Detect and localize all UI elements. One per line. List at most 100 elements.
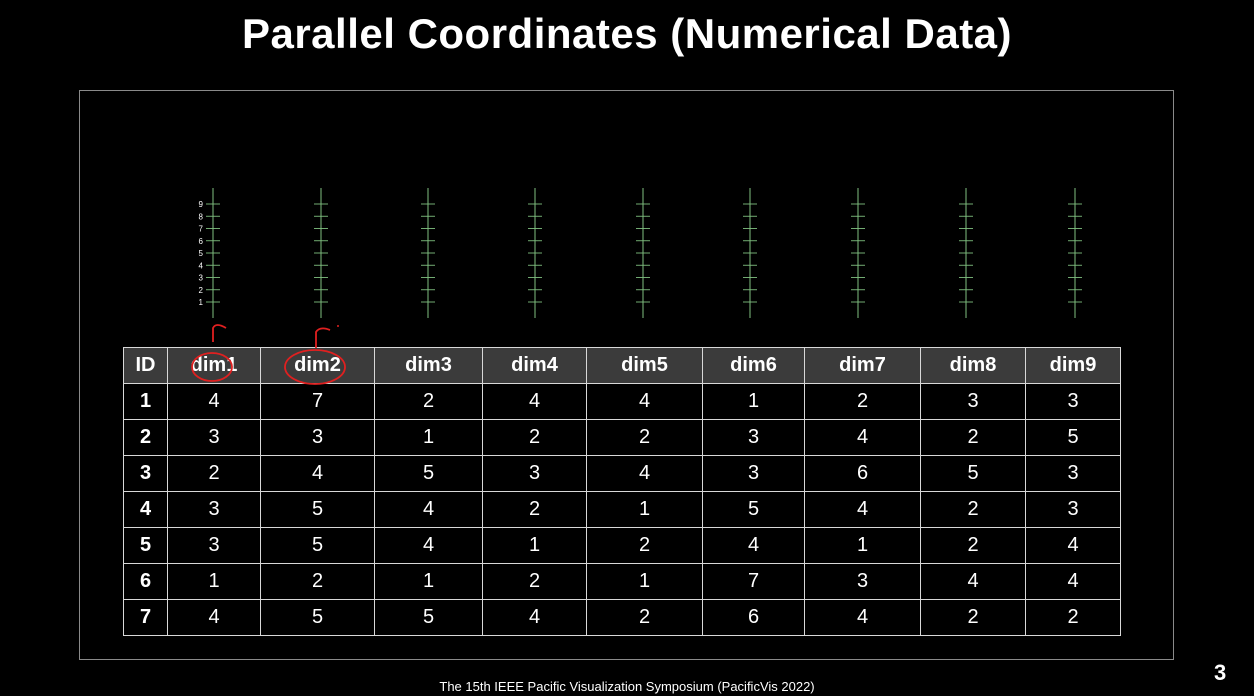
table-cell: 3 [1025, 455, 1121, 492]
row-id-cell: 3 [123, 455, 168, 492]
tick-label: 2 [199, 286, 204, 295]
table-cell: 4 [804, 491, 921, 528]
table-cell: 1 [586, 491, 703, 528]
column-header-dim9: dim9 [1025, 347, 1121, 384]
table-cell: 5 [702, 491, 805, 528]
table-cell: 5 [260, 527, 375, 564]
axis-dim9 [1068, 188, 1082, 318]
table-cell: 4 [482, 383, 587, 420]
table-cell: 5 [260, 599, 375, 636]
table-cell: 2 [374, 383, 483, 420]
table-cell: 2 [920, 599, 1026, 636]
row-id-cell: 6 [123, 563, 168, 600]
row-id-cell: 2 [123, 419, 168, 456]
table-cell: 2 [920, 419, 1026, 456]
table-cell: 7 [702, 563, 805, 600]
data-table: ID dim1 dim2 dim3 dim4 dim5 dim6 dim7 dim8 dim9 1… [123, 347, 1121, 636]
table-cell: 7 [260, 383, 375, 420]
table-cell: 4 [167, 383, 261, 420]
table-cell: 2 [1025, 599, 1121, 636]
table-cell: 5 [1025, 419, 1121, 456]
tick-label: 4 [199, 261, 204, 270]
table-cell: 4 [260, 455, 375, 492]
table-cell: 4 [1025, 563, 1121, 600]
row-id-cell: 5 [123, 527, 168, 564]
table-cell: 1 [167, 563, 261, 600]
column-header-dim1: dim1 [167, 347, 261, 384]
table-cell: 3 [1025, 383, 1121, 420]
table-cell: 4 [586, 383, 703, 420]
table-cell: 2 [482, 419, 587, 456]
table-cell: 1 [482, 527, 587, 564]
table-cell: 1 [702, 383, 805, 420]
column-header-dim8: dim8 [920, 347, 1026, 384]
axis-dim3 [421, 188, 435, 318]
table-cell: 4 [920, 563, 1026, 600]
table-cell: 4 [374, 527, 483, 564]
axis-dim4 [528, 188, 542, 318]
tick-label: 9 [199, 200, 204, 209]
table-cell: 1 [374, 419, 483, 456]
column-header-dim7: dim7 [804, 347, 921, 384]
table-cell: 2 [804, 383, 921, 420]
row-id-cell: 7 [123, 599, 168, 636]
table-cell: 2 [167, 455, 261, 492]
tick-label: 7 [199, 225, 204, 234]
table-cell: 4 [702, 527, 805, 564]
tick-label: 5 [199, 249, 204, 258]
column-header-dim6: dim6 [702, 347, 805, 384]
row-id-cell: 4 [123, 491, 168, 528]
table-cell: 2 [920, 491, 1026, 528]
column-header-dim5: dim5 [586, 347, 703, 384]
table-cell: 2 [260, 563, 375, 600]
table-cell: 3 [482, 455, 587, 492]
table-cell: 4 [167, 599, 261, 636]
table-cell: 2 [482, 563, 587, 600]
table-cell: 4 [1025, 527, 1121, 564]
axis-dim7 [851, 188, 865, 318]
table-cell: 4 [804, 419, 921, 456]
tick-label: 6 [199, 237, 204, 246]
table-cell: 3 [702, 419, 805, 456]
table-cell: 3 [1025, 491, 1121, 528]
table-cell: 4 [804, 599, 921, 636]
table-cell: 6 [702, 599, 805, 636]
table-cell: 3 [167, 527, 261, 564]
table-cell: 3 [167, 491, 261, 528]
table-cell: 4 [374, 491, 483, 528]
table-cell: 1 [374, 563, 483, 600]
table-cell: 3 [167, 419, 261, 456]
column-header-dim3: dim3 [374, 347, 483, 384]
table-cell: 6 [804, 455, 921, 492]
table-cell: 1 [804, 527, 921, 564]
axis-dim2 [314, 188, 328, 318]
table-cell: 2 [920, 527, 1026, 564]
table-cell: 4 [482, 599, 587, 636]
tick-label: 1 [199, 298, 204, 307]
axis-dim5 [636, 188, 650, 318]
table-header-row: ID dim1 dim2 dim3 dim4 dim5 dim6 dim7 dim8 dim9 [123, 347, 1121, 384]
table-cell: 5 [374, 455, 483, 492]
column-header-dim2: dim2 [260, 347, 375, 384]
table-cell: 4 [586, 455, 703, 492]
table-cell: 2 [586, 527, 703, 564]
tick-label: 8 [199, 212, 204, 221]
axis-dim1: 1 2 3 4 5 6 7 8 9 [199, 188, 220, 318]
tick-label: 3 [199, 274, 204, 283]
table-cell: 2 [586, 599, 703, 636]
table-cell: 3 [804, 563, 921, 600]
column-header-dim4: dim4 [482, 347, 587, 384]
axis-dim6 [743, 188, 757, 318]
column-header-id: ID [123, 347, 168, 384]
table-cell: 3 [260, 419, 375, 456]
row-id-cell: 1 [123, 383, 168, 420]
axis-dim8 [959, 188, 973, 318]
